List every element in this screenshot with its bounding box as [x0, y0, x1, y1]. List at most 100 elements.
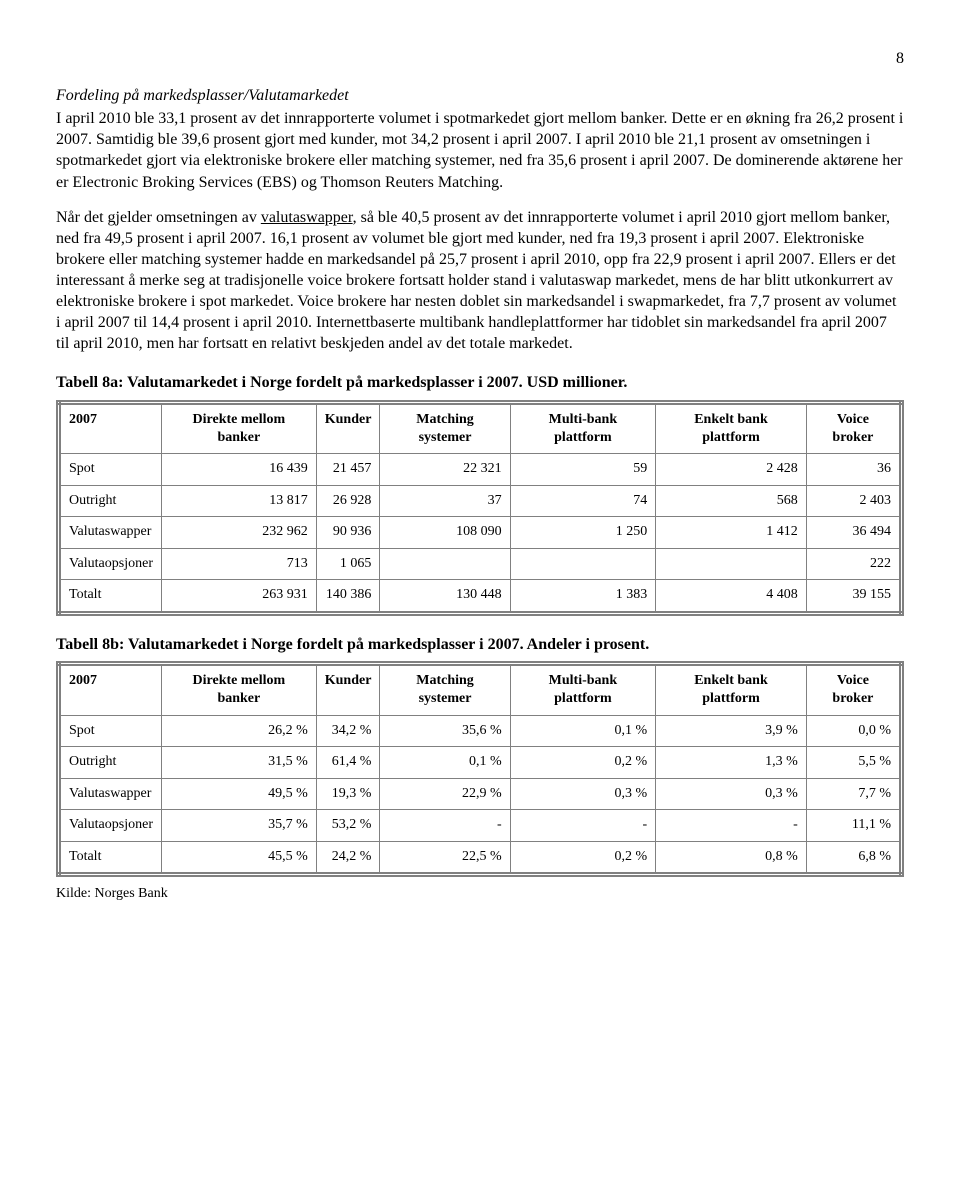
table-row: Valutaswapper49,5 %19,3 %22,9 %0,3 %0,3 …: [59, 778, 902, 809]
cell-value: 31,5 %: [161, 747, 316, 778]
cell-value: 0,8 %: [656, 841, 807, 874]
cell-value: 34,2 %: [316, 715, 380, 746]
cell-value: 26,2 %: [161, 715, 316, 746]
table-b-title: Tabell 8b: Valutamarkedet i Norge fordel…: [56, 634, 904, 655]
row-label: Outright: [59, 747, 162, 778]
table-a: 2007 Direkte mellom banker Kunder Matchi…: [56, 400, 904, 616]
cell-value: 36: [806, 454, 901, 485]
cell-value: 39 155: [806, 580, 901, 613]
table-a-col-6: Voice broker: [806, 402, 901, 454]
table-b-col-5: Enkelt bank plattform: [656, 663, 807, 715]
cell-value: 74: [510, 485, 656, 516]
cell-value: 0,0 %: [806, 715, 901, 746]
cell-value: 35,6 %: [380, 715, 510, 746]
cell-value: 4 408: [656, 580, 807, 613]
row-label: Outright: [59, 485, 162, 516]
cell-value: 232 962: [161, 517, 316, 548]
cell-value: 1,3 %: [656, 747, 807, 778]
section-title: Fordeling på markedsplasser/Valutamarked…: [56, 85, 904, 106]
cell-value: 5,5 %: [806, 747, 901, 778]
cell-value: 16 439: [161, 454, 316, 485]
cell-value: 2 428: [656, 454, 807, 485]
page-number: 8: [56, 48, 904, 69]
table-b-body: Spot26,2 %34,2 %35,6 %0,1 %3,9 %0,0 %Out…: [59, 715, 902, 874]
cell-value: 26 928: [316, 485, 380, 516]
cell-value: 49,5 %: [161, 778, 316, 809]
cell-value: 1 383: [510, 580, 656, 613]
cell-value: 130 448: [380, 580, 510, 613]
cell-value: 45,5 %: [161, 841, 316, 874]
cell-value: 0,1 %: [510, 715, 656, 746]
source-line: Kilde: Norges Bank: [56, 885, 904, 903]
cell-value: 140 386: [316, 580, 380, 613]
table-row: Totalt263 931140 386130 4481 3834 40839 …: [59, 580, 902, 613]
cell-value: 0,2 %: [510, 841, 656, 874]
table-b-header-row: 2007 Direkte mellom banker Kunder Matchi…: [59, 663, 902, 715]
cell-value: 7,7 %: [806, 778, 901, 809]
cell-value: 108 090: [380, 517, 510, 548]
cell-value: 2 403: [806, 485, 901, 516]
cell-value: 1 412: [656, 517, 807, 548]
cell-value: 21 457: [316, 454, 380, 485]
cell-value: 90 936: [316, 517, 380, 548]
table-a-body: Spot16 43921 45722 321592 42836Outright1…: [59, 454, 902, 613]
cell-value: 11,1 %: [806, 810, 901, 841]
cell-value: 263 931: [161, 580, 316, 613]
table-b-col-0: 2007: [59, 663, 162, 715]
table-row: Valutaswapper232 96290 936108 0901 2501 …: [59, 517, 902, 548]
cell-value: 3,9 %: [656, 715, 807, 746]
cell-value: 1 065: [316, 548, 380, 579]
cell-value: 61,4 %: [316, 747, 380, 778]
table-b-col-6: Voice broker: [806, 663, 901, 715]
cell-value: 24,2 %: [316, 841, 380, 874]
cell-value: 22 321: [380, 454, 510, 485]
cell-value: -: [656, 810, 807, 841]
cell-value: 222: [806, 548, 901, 579]
table-row: Outright31,5 %61,4 %0,1 %0,2 %1,3 %5,5 %: [59, 747, 902, 778]
cell-value: [380, 548, 510, 579]
cell-value: 0,2 %: [510, 747, 656, 778]
cell-value: 22,9 %: [380, 778, 510, 809]
cell-value: 0,3 %: [510, 778, 656, 809]
row-label: Totalt: [59, 580, 162, 613]
row-label: Valutaswapper: [59, 778, 162, 809]
table-b-col-2: Kunder: [316, 663, 380, 715]
table-b-col-1: Direkte mellom banker: [161, 663, 316, 715]
cell-value: 13 817: [161, 485, 316, 516]
row-label: Valutaopsjoner: [59, 548, 162, 579]
para2-post: , så ble 40,5 prosent av det innrapporte…: [56, 209, 896, 353]
cell-value: [656, 548, 807, 579]
cell-value: 568: [656, 485, 807, 516]
cell-value: 1 250: [510, 517, 656, 548]
cell-value: 0,3 %: [656, 778, 807, 809]
table-b-col-4: Multi-bank plattform: [510, 663, 656, 715]
cell-value: 35,7 %: [161, 810, 316, 841]
cell-value: 22,5 %: [380, 841, 510, 874]
table-a-header-row: 2007 Direkte mellom banker Kunder Matchi…: [59, 402, 902, 454]
para2-pre: Når det gjelder omsetningen av: [56, 209, 261, 226]
table-a-col-2: Kunder: [316, 402, 380, 454]
cell-value: -: [510, 810, 656, 841]
paragraph-1: I april 2010 ble 33,1 prosent av det inn…: [56, 108, 904, 192]
row-label: Totalt: [59, 841, 162, 874]
table-row: Valutaopsjoner35,7 %53,2 %---11,1 %: [59, 810, 902, 841]
cell-value: 59: [510, 454, 656, 485]
row-label: Spot: [59, 715, 162, 746]
cell-value: -: [380, 810, 510, 841]
row-label: Valutaopsjoner: [59, 810, 162, 841]
table-row: Valutaopsjoner7131 065 222: [59, 548, 902, 579]
row-label: Valutaswapper: [59, 517, 162, 548]
table-a-col-0: 2007: [59, 402, 162, 454]
table-a-col-5: Enkelt bank plattform: [656, 402, 807, 454]
para2-underline: valutaswapper: [261, 209, 353, 226]
table-row: Spot16 43921 45722 321592 42836: [59, 454, 902, 485]
table-a-col-1: Direkte mellom banker: [161, 402, 316, 454]
table-b: 2007 Direkte mellom banker Kunder Matchi…: [56, 661, 904, 877]
table-b-col-3: Matching systemer: [380, 663, 510, 715]
cell-value: 6,8 %: [806, 841, 901, 874]
table-row: Spot26,2 %34,2 %35,6 %0,1 %3,9 %0,0 %: [59, 715, 902, 746]
table-row: Outright13 81726 92837745682 403: [59, 485, 902, 516]
table-row: Totalt45,5 %24,2 %22,5 %0,2 %0,8 %6,8 %: [59, 841, 902, 874]
cell-value: 0,1 %: [380, 747, 510, 778]
cell-value: 713: [161, 548, 316, 579]
